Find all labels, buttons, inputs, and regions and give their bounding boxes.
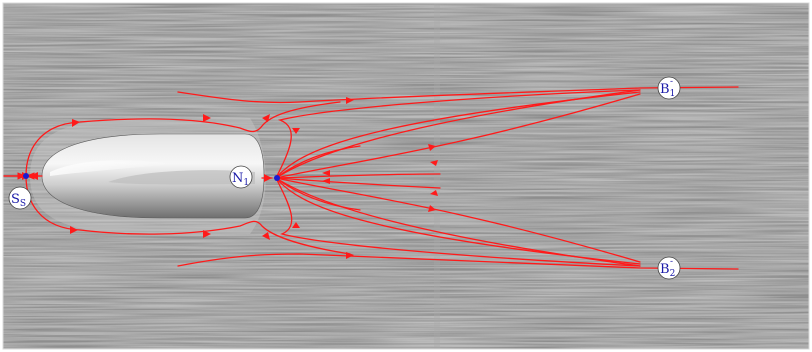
streamline-wake-mid-1: [275, 145, 361, 179]
streamline-wake-mid-2: [275, 177, 361, 211]
streamline-n1-b2-b: [275, 177, 641, 265]
arrow-fan-lower-1: [292, 222, 300, 228]
label-b2-sub: 2: [670, 269, 676, 279]
label-s-s-circle: [8, 186, 32, 210]
streamline-wake-lower: [275, 177, 441, 189]
svg-text:B1: B1: [660, 82, 675, 99]
streamline-n1-b1-c: [275, 89, 641, 179]
body-nose-highlight: [50, 160, 175, 176]
label-s-s: SS: [8, 186, 32, 210]
label-b1-sup: -: [670, 77, 673, 87]
arrow-sep-upper-2: [203, 114, 211, 122]
label-n1-sub: 1: [243, 178, 249, 188]
node-point-n1: [274, 175, 280, 181]
streamline-separation-upper: [25, 101, 341, 177]
arrow-sep-upper-1: [72, 119, 80, 127]
label-n1-circle: [229, 165, 253, 189]
label-b2-sup: -: [670, 257, 673, 267]
label-b1-main: B: [660, 82, 670, 97]
arrow-fan-upper-2: [428, 144, 436, 151]
streamline-separation-lower: [25, 175, 351, 255]
arrow-upstream-2: [30, 172, 38, 180]
arrow-fan-lower-2: [428, 205, 436, 212]
texture-seam: [434, 3, 440, 349]
label-n1-main: N: [232, 171, 243, 186]
svg-text:N1: N1: [232, 171, 249, 188]
svg-text:SS: SS: [11, 192, 26, 209]
arrow-wake-1: [322, 170, 330, 176]
label-b1: B1 -: [657, 76, 681, 100]
streamline-n1-b2-c: [275, 177, 641, 267]
label-s-s-main: S: [11, 192, 20, 207]
streamline-n1-b2-d: [275, 177, 641, 263]
arrow-outer-top: [346, 97, 354, 104]
streamline-n1-b1-d: [275, 93, 641, 179]
label-b1-sub: 1: [670, 89, 676, 99]
label-n1: N1: [229, 165, 253, 189]
label-b2: B2 -: [657, 256, 681, 280]
flow-arrows: [22, 97, 438, 259]
arrow-wake-2: [322, 178, 330, 184]
streamlines: [3, 86, 739, 270]
arrow-fan-lower-3: [430, 190, 438, 196]
streamline-wake-upper: [275, 173, 441, 179]
arrow-sep-lower-1: [70, 226, 78, 234]
label-b2-circle: [657, 256, 681, 280]
svg-text:B2: B2: [660, 262, 675, 279]
label-b1-circle: [657, 76, 681, 100]
body-ridge: [108, 170, 255, 185]
arrow-fan-upper-1: [292, 128, 300, 134]
label-s-s-sub: S: [20, 199, 26, 209]
saddle-point-s: [23, 173, 29, 179]
label-b2-main: B: [660, 262, 670, 277]
arrow-outer-bottom: [346, 252, 354, 259]
arrow-sep-lower-3: [262, 232, 270, 240]
critical-points: [23, 173, 280, 181]
arrow-sep-lower-2: [203, 230, 211, 238]
arrow-into-n1: [264, 174, 272, 182]
arrow-sep-upper-3: [262, 114, 270, 122]
streamline-n1-b1-b: [275, 91, 641, 179]
arrow-fan-upper-3: [430, 160, 438, 166]
